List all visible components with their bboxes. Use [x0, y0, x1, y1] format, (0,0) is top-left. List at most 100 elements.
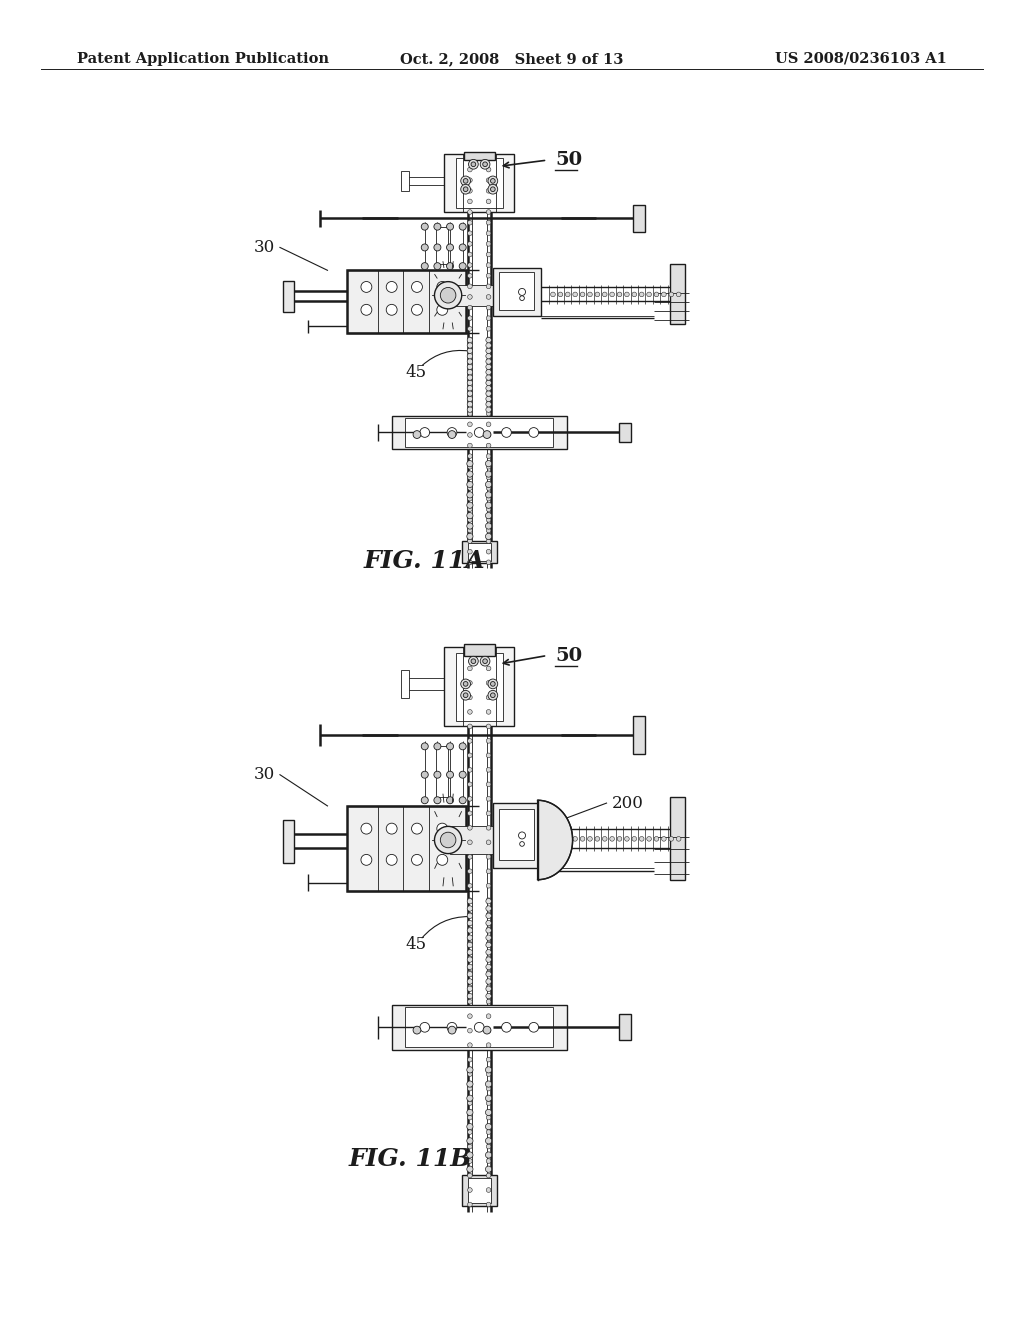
Circle shape — [485, 994, 492, 999]
Circle shape — [486, 305, 490, 310]
Circle shape — [488, 690, 498, 700]
Circle shape — [468, 869, 472, 874]
Circle shape — [467, 380, 473, 385]
Text: FIG. 11B: FIG. 11B — [348, 1147, 471, 1171]
Circle shape — [572, 292, 578, 297]
Circle shape — [459, 263, 466, 269]
Circle shape — [467, 391, 473, 396]
Circle shape — [485, 385, 492, 391]
Circle shape — [486, 1188, 490, 1192]
Bar — [401, 669, 410, 698]
Circle shape — [468, 358, 472, 363]
Circle shape — [486, 284, 490, 289]
Circle shape — [467, 928, 473, 933]
Circle shape — [437, 854, 447, 866]
Circle shape — [486, 401, 490, 405]
Circle shape — [486, 391, 490, 395]
Circle shape — [461, 185, 470, 194]
Circle shape — [467, 461, 473, 467]
Circle shape — [474, 428, 484, 437]
Circle shape — [468, 941, 472, 946]
Bar — [283, 820, 295, 863]
Circle shape — [461, 690, 470, 700]
Circle shape — [412, 281, 423, 293]
Circle shape — [480, 656, 489, 667]
Circle shape — [486, 454, 490, 458]
Circle shape — [581, 292, 585, 297]
Circle shape — [617, 837, 622, 841]
Circle shape — [486, 825, 490, 830]
Circle shape — [662, 292, 667, 297]
Bar — [493, 268, 542, 315]
Bar — [347, 271, 466, 333]
Circle shape — [486, 985, 490, 990]
Circle shape — [421, 263, 428, 269]
Circle shape — [486, 337, 490, 342]
Bar — [456, 652, 503, 721]
Circle shape — [486, 840, 490, 845]
Circle shape — [490, 693, 496, 697]
Circle shape — [502, 1023, 511, 1032]
Circle shape — [468, 412, 472, 416]
Circle shape — [485, 364, 492, 370]
Circle shape — [483, 1026, 490, 1034]
Circle shape — [595, 837, 600, 841]
Text: US 2008/0236103 A1: US 2008/0236103 A1 — [775, 51, 947, 66]
Circle shape — [467, 1067, 473, 1073]
Circle shape — [486, 528, 490, 533]
Circle shape — [609, 837, 614, 841]
Circle shape — [440, 832, 456, 847]
Circle shape — [602, 292, 607, 297]
Circle shape — [486, 999, 490, 1005]
Circle shape — [468, 1014, 472, 1019]
Circle shape — [485, 380, 492, 385]
Circle shape — [467, 401, 473, 407]
Circle shape — [485, 407, 492, 412]
Circle shape — [581, 837, 585, 841]
Circle shape — [468, 560, 472, 565]
Circle shape — [486, 326, 490, 331]
Circle shape — [434, 263, 441, 269]
Circle shape — [486, 1043, 490, 1048]
Circle shape — [486, 189, 490, 193]
Circle shape — [360, 824, 372, 834]
Circle shape — [386, 281, 397, 293]
Text: 30: 30 — [254, 239, 274, 256]
Circle shape — [467, 1123, 473, 1130]
Circle shape — [468, 475, 472, 479]
Circle shape — [486, 549, 490, 554]
Circle shape — [488, 678, 498, 689]
Circle shape — [486, 869, 490, 874]
Circle shape — [485, 1109, 492, 1115]
Circle shape — [467, 1081, 473, 1088]
Circle shape — [437, 824, 447, 834]
Circle shape — [469, 160, 478, 169]
Circle shape — [467, 482, 473, 487]
Circle shape — [468, 1086, 472, 1090]
Circle shape — [486, 912, 490, 917]
Bar — [620, 422, 631, 442]
Circle shape — [468, 781, 472, 787]
Circle shape — [412, 824, 423, 834]
Bar — [499, 809, 534, 859]
Circle shape — [413, 430, 421, 438]
Circle shape — [486, 368, 490, 374]
Circle shape — [572, 837, 578, 841]
Circle shape — [528, 1023, 539, 1032]
Circle shape — [459, 797, 466, 804]
Circle shape — [486, 1115, 490, 1119]
Circle shape — [468, 242, 472, 247]
Circle shape — [662, 837, 667, 841]
Circle shape — [468, 549, 472, 554]
Circle shape — [485, 359, 492, 364]
Circle shape — [588, 292, 592, 297]
Circle shape — [468, 168, 472, 172]
Circle shape — [386, 854, 397, 866]
Circle shape — [386, 824, 397, 834]
Bar — [464, 152, 495, 160]
Circle shape — [468, 1028, 472, 1034]
Circle shape — [468, 178, 472, 182]
Bar — [670, 264, 685, 325]
Circle shape — [625, 837, 629, 841]
Circle shape — [467, 492, 473, 498]
